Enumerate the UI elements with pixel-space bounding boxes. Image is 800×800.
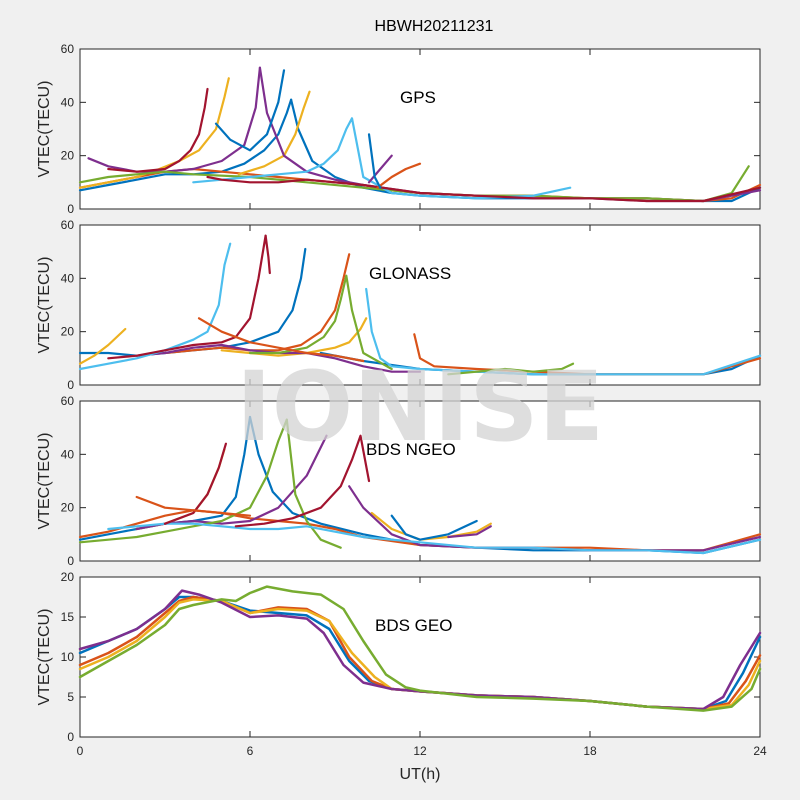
series-line-glonass-4 bbox=[78, 327, 127, 365]
series-gps bbox=[78, 66, 762, 203]
series-line-bds-ngeo-4 bbox=[370, 511, 492, 541]
series-line-glonass-10 bbox=[107, 234, 267, 360]
ytick-label-bds-geo: 20 bbox=[61, 570, 75, 584]
ytick-label-glonass: 0 bbox=[67, 378, 74, 392]
plot-area-bds-ngeo bbox=[79, 400, 761, 562]
series-line-bds-ngeo-11 bbox=[234, 434, 371, 528]
ytick-label-bds-ngeo: 60 bbox=[61, 394, 75, 408]
xtick-label: 12 bbox=[413, 744, 427, 758]
ytick-label-gps: 0 bbox=[67, 202, 74, 216]
ticks-glonass: 0 20 40 60 bbox=[61, 218, 761, 392]
ytick-label-glonass: 40 bbox=[61, 271, 75, 285]
plot-area-bds-geo bbox=[79, 576, 761, 738]
ticks-bds-ngeo: 0 20 40 60 bbox=[61, 394, 761, 568]
ylabel-bds-geo: VTEC(TECU) bbox=[36, 609, 53, 706]
series-line-gps-7 bbox=[78, 165, 750, 203]
series-glonass bbox=[78, 234, 762, 376]
ylabel-bds-ngeo: VTEC(TECU) bbox=[36, 433, 53, 530]
ticks-bds-geo: 0 5 10 15 20 0 6 12 18 24 bbox=[61, 570, 767, 758]
ylabel-gps: VTEC(TECU) bbox=[36, 81, 53, 178]
ylabel-glonass: VTEC(TECU) bbox=[36, 257, 53, 354]
series-line-gps-13 bbox=[367, 154, 393, 184]
series-line-gps-9 bbox=[107, 87, 209, 173]
series-line-gps-11 bbox=[214, 69, 286, 152]
ytick-label-bds-geo: 5 bbox=[67, 690, 74, 704]
series-line-bds-ngeo-2 bbox=[78, 509, 762, 552]
xtick-label: 24 bbox=[753, 744, 767, 758]
series-line-gps-10 bbox=[206, 175, 762, 203]
plot-area-gps bbox=[79, 48, 761, 210]
series-line-bds-ngeo-8 bbox=[285, 418, 342, 549]
series-line-bds-geo-4 bbox=[78, 585, 762, 712]
series-line-gps-8 bbox=[192, 117, 572, 200]
series-line-bds-ngeo-13 bbox=[390, 514, 478, 541]
series-line-gps-12 bbox=[376, 162, 422, 189]
series-line-gps-4 bbox=[237, 90, 311, 176]
panel-bds-geo: 0 5 10 15 20 0 6 12 18 24 BDS GEO VTEC(TECU) bbox=[36, 570, 767, 758]
figure-title: HBWH20211231 bbox=[375, 18, 494, 35]
ytick-label-bds-geo: 10 bbox=[61, 650, 75, 664]
series-line-bds-ngeo-12 bbox=[135, 495, 252, 517]
panel-gps: 0 20 40 60 GPS VTEC(TECU) bbox=[36, 42, 762, 216]
xtick-label: 18 bbox=[583, 744, 597, 758]
series-bds-ngeo bbox=[78, 415, 762, 555]
panel-glonass: 0 20 40 60 GLONASS VTEC(TECU) bbox=[36, 218, 762, 392]
panel-label-gps: GPS bbox=[400, 88, 436, 107]
panel-bds-ngeo: 0 20 40 60 BDS NGEO VTEC(TECU) bbox=[36, 394, 762, 568]
series-line-glonass-2 bbox=[163, 253, 351, 355]
panel-label-bds-ngeo: BDS NGEO bbox=[366, 440, 456, 459]
panel-label-bds-geo: BDS GEO bbox=[375, 616, 452, 635]
series-bds-geo bbox=[78, 585, 762, 712]
series-line-glonass-12 bbox=[197, 317, 365, 363]
series-line-gps-14 bbox=[367, 133, 382, 189]
ticks-gps: 0 20 40 60 bbox=[61, 42, 761, 216]
series-line-gps-5 bbox=[87, 66, 261, 173]
series-line-bds-ngeo-9 bbox=[107, 522, 762, 555]
series-line-bds-ngeo-14 bbox=[447, 525, 492, 539]
ytick-label-bds-geo: 0 bbox=[67, 730, 74, 744]
ytick-label-gps: 60 bbox=[61, 42, 75, 56]
ytick-label-bds-ngeo: 0 bbox=[67, 554, 74, 568]
ytick-label-glonass: 60 bbox=[61, 218, 75, 232]
watermark-ionise: IONISE bbox=[236, 351, 604, 463]
ytick-label-bds-geo: 15 bbox=[61, 610, 75, 624]
xtick-label: 0 bbox=[77, 744, 84, 758]
series-line-glonass-8 bbox=[78, 242, 232, 371]
panel-label-glonass: GLONASS bbox=[369, 264, 451, 283]
series-line-glonass-13 bbox=[447, 362, 575, 376]
series-line-bds-ngeo-7 bbox=[78, 418, 288, 544]
ytick-label-bds-ngeo: 20 bbox=[61, 501, 75, 515]
xlabel: UT(h) bbox=[400, 766, 441, 783]
ytick-label-bds-ngeo: 40 bbox=[61, 447, 75, 461]
ytick-label-gps: 40 bbox=[61, 95, 75, 109]
xtick-label: 6 bbox=[247, 744, 254, 758]
series-line-glonass-11 bbox=[264, 234, 271, 275]
ytick-label-glonass: 20 bbox=[61, 325, 75, 339]
ytick-label-gps: 20 bbox=[61, 149, 75, 163]
series-line-bds-ngeo-10 bbox=[163, 442, 227, 525]
